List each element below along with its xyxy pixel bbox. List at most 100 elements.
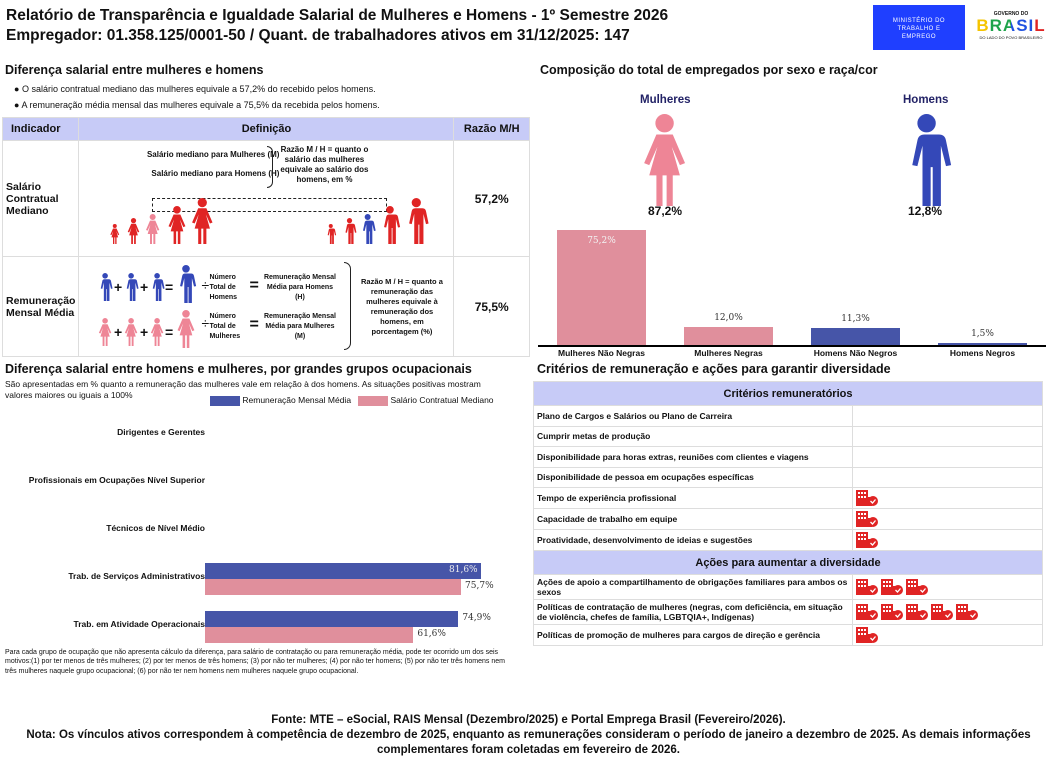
woman-figure-icon (192, 198, 213, 244)
table-row: Políticas de promoção de mulheres para c… (533, 624, 1043, 646)
plus-sign: + (114, 279, 122, 295)
category-label: Dirigentes e Gerentes (117, 427, 205, 437)
man-figure-icon (180, 265, 197, 303)
bar (557, 230, 646, 345)
woman-figure-icon (146, 214, 160, 244)
label: Número Total de Homens (209, 274, 238, 301)
men-label: Homens (903, 94, 949, 106)
bar (205, 611, 459, 627)
men-percent: 12,8% (908, 204, 943, 218)
man-icon (912, 114, 952, 206)
criterion-label: Proatividade, desenvolvimento de ideias … (533, 529, 853, 551)
label: Remuneração Mensal Média para Mulheres (… (263, 313, 336, 340)
action-label: Políticas de promoção de mulheres para c… (533, 624, 853, 646)
section-title: Critérios de remuneração e ações para ga… (537, 362, 891, 376)
label: Remuneração Mensal Média para Homens (H) (263, 274, 336, 301)
action-label: Ações de apoio a compartilhamento de obr… (533, 574, 853, 600)
report-title: Relatório de Transparência e Igualdade S… (6, 7, 669, 24)
category-label: Trab. de Serviços Administrativos (68, 571, 205, 581)
legend-swatch (210, 395, 240, 406)
equals-sign: = (165, 324, 173, 340)
women-label: Mulheres (640, 94, 691, 106)
man-figure-icon (912, 114, 952, 206)
women-percent: 87,2% (648, 204, 683, 218)
icon-cell (852, 405, 1043, 427)
bullet: ● O salário contratual mediano das mulhe… (14, 84, 376, 94)
legend-swatch (358, 395, 389, 406)
man-figure-icon (384, 206, 401, 244)
building-check-icon (856, 511, 878, 527)
criterion-label: Tempo de experiência profissional (533, 487, 853, 509)
gov-brasil-logo: GOVERNO DO BRASIL DO LADO DO POVO BRASIL… (968, 5, 1054, 50)
bar (938, 342, 1027, 345)
divide-sign: ÷ (201, 277, 210, 293)
section-header: Critérios remuneratórios (533, 381, 1043, 406)
icon-cell (852, 574, 1043, 600)
note-text: Nota: Os vínculos ativos correspondem à … (26, 729, 1031, 756)
chart-description: São apresentadas em % quanto a remuneraç… (5, 379, 481, 400)
building-check-icon (856, 579, 878, 595)
icon-cell (852, 425, 1043, 447)
equals-sign: = (165, 279, 173, 295)
woman-icon (644, 114, 686, 206)
man-figure-icon (409, 198, 430, 244)
x-axis (538, 345, 1046, 347)
data-label: 75,7% (465, 581, 494, 591)
bar (205, 627, 414, 643)
criterion-label: Capacidade de trabalho em equipe (533, 508, 853, 530)
data-label: 74,9% (462, 613, 491, 623)
label: Salário mediano para Mulheres (M) (146, 150, 280, 159)
woman-figure-icon (168, 206, 186, 244)
icon-cell (852, 529, 1043, 551)
section-header: Ações para aumentar a diversidade (533, 550, 1043, 575)
building-check-icon (906, 604, 928, 620)
building-check-icon (906, 579, 928, 595)
table-row: Políticas de contratação de mulheres (ne… (533, 599, 1043, 625)
bar (811, 327, 900, 345)
people-equation-illustration: + + = + + = (99, 265, 197, 348)
table-row: Proatividade, desenvolvimento de ideias … (533, 529, 1043, 551)
table-row: Disponibilidade de pessoa em ocupações e… (533, 466, 1043, 488)
building-check-icon (856, 490, 878, 506)
label: Razão M / H = quanto o salário das mulhe… (280, 145, 369, 184)
brace (344, 262, 352, 350)
icon-cell (852, 599, 1043, 625)
footnote: Para cada grupo de ocupação que não apre… (5, 649, 505, 675)
man-figure-icon (127, 273, 140, 301)
label: Salário mediano para Homens (H) (151, 169, 280, 178)
col-header: Razão M/H (453, 117, 530, 141)
label: Número Total de Mulheres (209, 313, 241, 340)
icon-cell (852, 487, 1043, 509)
building-check-icon (956, 604, 978, 620)
bullet: ● A remuneração média mensal das mulhere… (14, 100, 380, 110)
logo-text: BRASIL (968, 17, 1054, 35)
woman-figure-icon (128, 218, 140, 244)
building-check-icon (856, 604, 878, 620)
woman-figure-icon (644, 114, 686, 206)
building-check-icon (856, 532, 878, 548)
man-figure-icon (328, 224, 337, 244)
dashed-compare-box (152, 198, 388, 212)
plus-sign: + (140, 324, 148, 340)
equals-sign: = (249, 316, 259, 333)
legend-label: Salário Contratual Mediano (390, 395, 494, 405)
data-label: 75,2% (587, 236, 616, 246)
bar (205, 579, 462, 595)
legend: Remuneração Mensal Média Salário Contrat… (210, 395, 494, 406)
data-label: 11,3% (841, 313, 870, 324)
legend-label: Remuneração Mensal Média (242, 395, 352, 405)
footer: Fonte: MTE – eSocial, RAIS Mensal (Dezem… (0, 713, 1057, 758)
woman-figure-icon (177, 310, 195, 348)
ministry-logo: MINISTÉRIO DO TRABALHO E EMPREGO (873, 5, 965, 50)
col-header: Definição (78, 117, 455, 141)
employer-line: Empregador: 01.358.125/0001-50 / Quant. … (6, 27, 630, 44)
indicator-table: Indicador Definição Razão M/H Salário Cont… (1, 117, 530, 357)
bar (205, 563, 481, 579)
bullet-text: A remuneração média mensal das mulheres … (21, 100, 380, 110)
category-label: Mulheres Negras (694, 348, 763, 358)
icon-cell (852, 466, 1043, 488)
category-label: Técnicos de Nível Médio (106, 523, 205, 533)
man-figure-icon (153, 273, 166, 301)
occupational-bar-chart: Dirigentes e Gerentes Profissionais em Oc… (0, 410, 530, 645)
building-check-icon (881, 604, 903, 620)
